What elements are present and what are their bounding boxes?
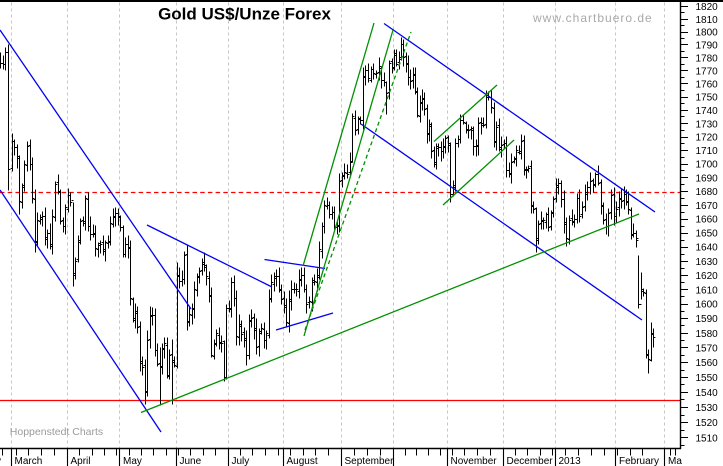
svg-text:2013: 2013 [559,456,582,466]
svg-text:1560: 1560 [696,358,719,369]
svg-text:1700: 1700 [696,160,719,171]
svg-text:1660: 1660 [696,215,719,226]
svg-text:April: April [71,456,91,466]
svg-text:1610: 1610 [696,285,719,296]
svg-text:May: May [123,456,142,466]
svg-text:1740: 1740 [696,106,719,117]
svg-text:1720: 1720 [696,133,719,144]
svg-text:1590: 1590 [696,314,719,325]
svg-text:1760: 1760 [696,80,719,91]
svg-text:1640: 1640 [696,243,719,254]
svg-text:1800: 1800 [696,28,719,39]
svg-text:February: February [619,456,659,466]
svg-text:1550: 1550 [696,373,719,384]
svg-text:1570: 1570 [696,344,719,355]
svg-text:1620: 1620 [696,271,719,282]
svg-text:June: June [180,456,202,466]
svg-text:1540: 1540 [696,388,719,399]
svg-text:1810: 1810 [696,15,719,26]
svg-text:August: August [287,456,318,466]
svg-text:March: March [15,456,43,466]
svg-text:November: November [451,456,498,466]
svg-text:1670: 1670 [696,201,719,212]
svg-text:1770: 1770 [696,67,719,78]
svg-text:1680: 1680 [696,187,719,198]
svg-text:1600: 1600 [696,300,719,311]
svg-text:December: December [507,456,554,466]
svg-text:1750: 1750 [696,93,719,104]
svg-text:1790: 1790 [696,41,719,52]
svg-text:September: September [345,456,395,466]
svg-text:www.chartbuero.de: www.chartbuero.de [532,11,653,25]
svg-text:Hoppenstedt Charts: Hoppenstedt Charts [10,426,103,438]
svg-text:1730: 1730 [696,119,719,130]
svg-text:1630: 1630 [696,257,719,268]
svg-text:y: y [0,456,1,466]
svg-text:1510: 1510 [696,434,719,445]
svg-text:1580: 1580 [696,329,719,340]
svg-text:1520: 1520 [696,418,719,429]
svg-text:1780: 1780 [696,53,719,64]
svg-text:1710: 1710 [696,146,719,157]
svg-text:1820: 1820 [696,2,719,13]
svg-text:1690: 1690 [696,173,719,184]
svg-text:1650: 1650 [696,229,719,240]
svg-text:Gold US$/Unze Forex: Gold US$/Unze Forex [158,5,331,24]
svg-text:July: July [232,456,250,466]
svg-text:1530: 1530 [696,403,719,414]
svg-text:Ma: Ma [668,456,682,466]
